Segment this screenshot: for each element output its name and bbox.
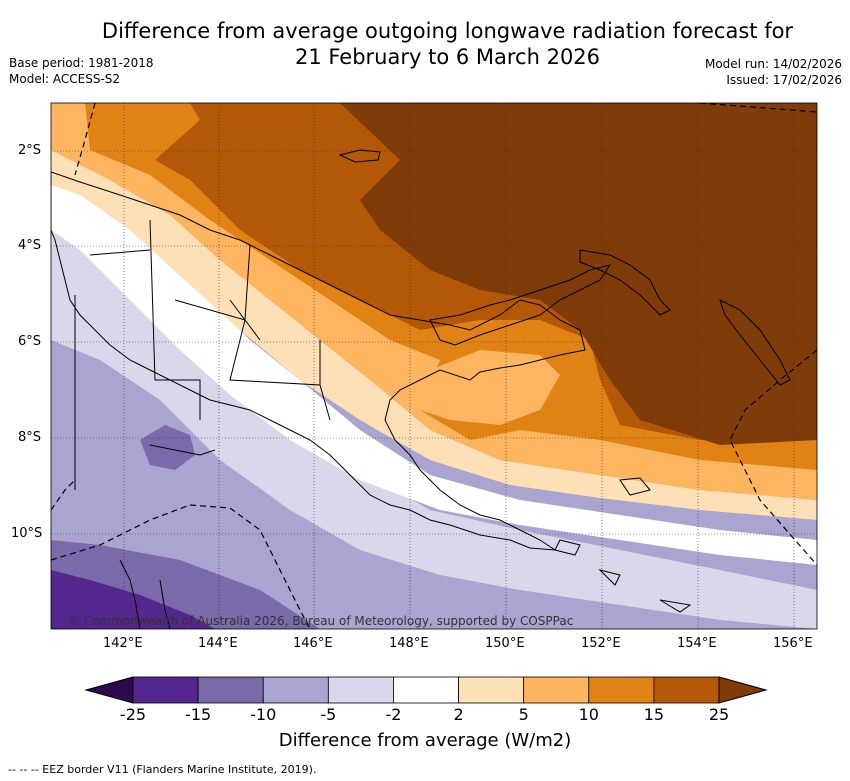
band-above-25 (340, 103, 817, 445)
southeast-islands (554, 477, 692, 613)
colorbar-cell (588, 676, 655, 704)
manus-island (338, 149, 381, 163)
lon-label-148e: 148°E (389, 636, 429, 651)
lon-label-142e: 142°E (103, 636, 143, 651)
lat-label-2s: 2°S (18, 143, 42, 158)
copyright-notice: © Commonwealth of Australia 2026, Bureau… (68, 614, 574, 628)
orange-patch (420, 350, 560, 425)
band-minus5-minus2 (51, 180, 817, 629)
colorbar-tick-label: 10 (578, 705, 599, 724)
gridlines (51, 103, 817, 629)
colorbar (84, 676, 768, 704)
colorbar-cell (327, 676, 394, 704)
colorbar-cell (393, 676, 459, 704)
colorbar-cell (197, 676, 264, 704)
colorbar-tick-label: 5 (518, 705, 529, 724)
bougainville (719, 299, 791, 386)
lon-label-156e: 156°E (773, 636, 813, 651)
meta-right: Model run: 14/02/2026 Issued: 17/02/2026 (705, 56, 842, 88)
colorbar-over-arrow (718, 676, 768, 704)
base-period: Base period: 1981-2018 (9, 56, 154, 70)
lat-label-10s: 10°S (11, 526, 43, 541)
colorbar-tick-label: 25 (708, 705, 730, 724)
province-borders (74, 219, 331, 490)
lon-label-150e: 150°E (485, 636, 525, 651)
purple-blob (140, 425, 195, 470)
band-2-5 (51, 150, 817, 520)
issued-date: Issued: 17/02/2026 (726, 73, 842, 87)
lat-label-4s: 4°S (18, 238, 42, 253)
colorbar-title: Difference from average (W/m2) (278, 730, 572, 751)
colorbar-tick-label: -5 (320, 705, 337, 724)
eez-borders (51, 103, 817, 629)
lon-label-152e: 152°E (581, 636, 621, 651)
colorbar-tick-label: -25 (119, 705, 147, 724)
colorbar-tick-label: -2 (385, 705, 402, 724)
band-minus25-minus15 (51, 570, 215, 629)
colorbar-tick-label: 2 (453, 705, 464, 724)
new-guinea-coastline (51, 171, 586, 551)
model-name: Model: ACCESS-S2 (9, 72, 121, 86)
title-line-2: 21 February to 6 March 2026 (294, 45, 601, 69)
colorbar-under-arrow (84, 676, 134, 704)
chart-title: Difference from average outgoing longwav… (40, 18, 850, 70)
cape-york (119, 559, 171, 629)
map-frame (50, 102, 818, 630)
title-line-1: Difference from average outgoing longwav… (101, 19, 794, 43)
map-area (51, 103, 817, 629)
lon-label-144e: 144°E (198, 636, 238, 651)
colorbar-cell (132, 676, 199, 704)
colorbar-tick-label: 15 (643, 705, 665, 724)
new-britain (429, 264, 612, 346)
colorbar-cell (653, 676, 720, 704)
eez-footnote: -- -- -- EEZ border V11 (Flanders Marine… (8, 763, 317, 776)
colorbar-tick-label: -10 (250, 705, 277, 724)
colorbar-cell (523, 676, 590, 704)
lon-label-146e: 146°E (293, 636, 333, 651)
colorbar-cell (458, 676, 525, 704)
new-ireland (579, 249, 671, 316)
colorbar-tick-label: -15 (185, 705, 212, 724)
meta-left: Base period: 1981-2018 Model: ACCESS-S2 (9, 55, 154, 87)
band-neutral (51, 170, 817, 565)
colorbar-cell (262, 676, 329, 704)
lat-label-8s: 8°S (18, 430, 42, 445)
model-run: Model run: 14/02/2026 (704, 57, 842, 71)
lon-label-154e: 154°E (677, 636, 717, 651)
fly-delta (149, 444, 216, 456)
lat-label-6s: 6°S (18, 334, 42, 349)
